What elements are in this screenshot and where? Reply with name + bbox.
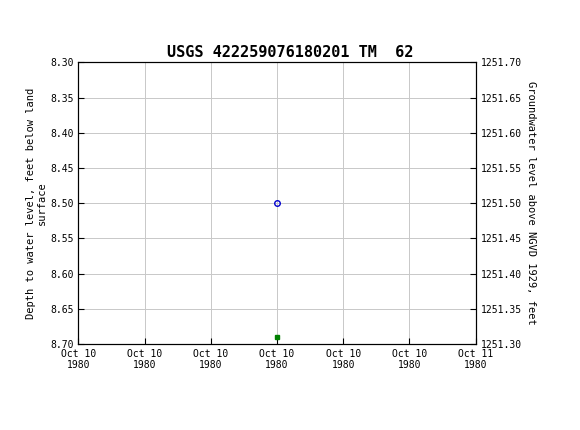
Text: USGS: USGS [40,10,95,28]
Y-axis label: Depth to water level, feet below land
surface: Depth to water level, feet below land su… [26,88,47,319]
Legend: Period of approved data: Period of approved data [176,428,378,430]
Polygon shape [4,4,36,35]
Text: USGS 422259076180201 TM  62: USGS 422259076180201 TM 62 [167,45,413,60]
Y-axis label: Groundwater level above NGVD 1929, feet: Groundwater level above NGVD 1929, feet [525,81,536,325]
